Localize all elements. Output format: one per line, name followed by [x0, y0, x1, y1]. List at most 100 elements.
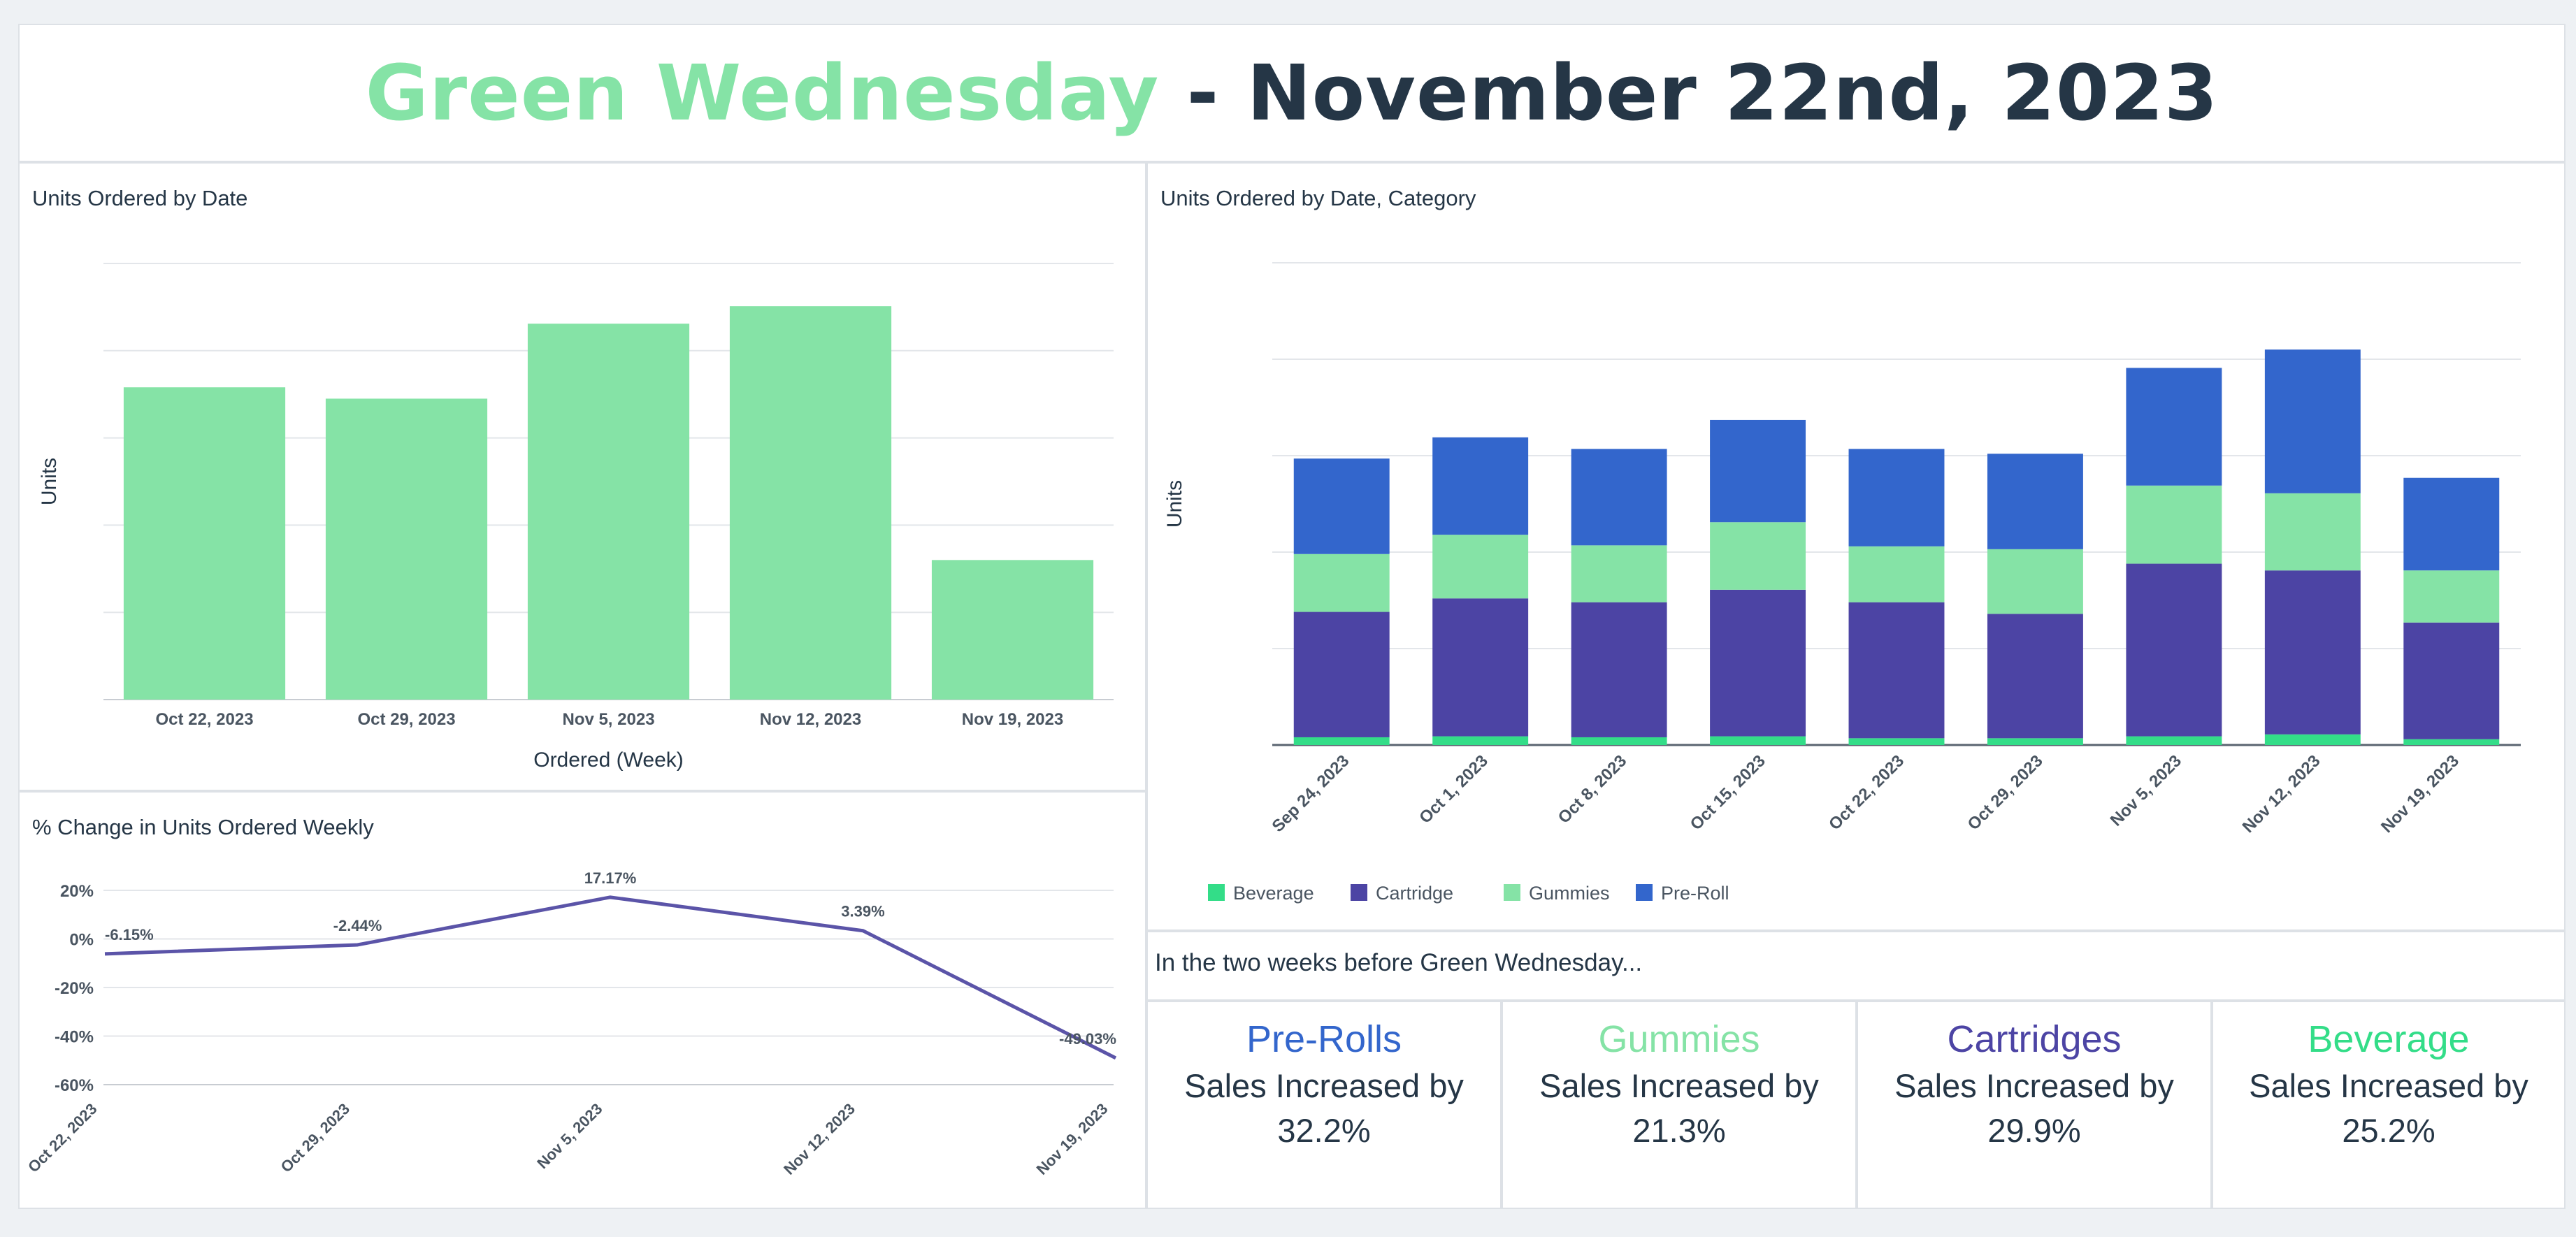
series-line: [104, 895, 1117, 1060]
y-tick-label: 20%: [60, 882, 94, 901]
x-tick-label: Oct 29, 2023: [357, 710, 455, 729]
bar-segment: [1710, 589, 1806, 737]
bar-segment: [2126, 368, 2222, 486]
kpi-card-cartridges: Cartridges Sales Increased by 29.9%: [1857, 1001, 2212, 1209]
x-tick-label: Nov 5, 2023: [562, 710, 654, 729]
x-tick-label: Oct 29, 2023: [278, 1100, 353, 1175]
legend-swatch: [1636, 884, 1653, 901]
bar-segment: [1432, 598, 1529, 737]
bar-segment: [1293, 554, 1390, 612]
data-label: 3.39%: [841, 903, 884, 920]
units-by-category-panel: Units Ordered by Date, Category Sep 24, …: [1146, 162, 2566, 931]
units-by-category-chart: Sep 24, 2023 Oct 1, 2023 Oct 8, 2023 Oct 15…: [1163, 262, 2521, 904]
data-label: -6.15%: [105, 926, 154, 943]
units-by-date-panel: Units Ordered by Date Oct 22, 2023 Oct 29…: [18, 162, 1146, 791]
kpi-category-name: Cartridges: [1947, 1018, 2122, 1060]
bar-segment: [1710, 736, 1806, 745]
bar-segment: [2126, 736, 2222, 745]
bar-segment: [1571, 737, 1667, 745]
bar-segment: [1987, 549, 2083, 614]
x-tick-label: Nov 19, 2023: [962, 710, 1063, 729]
bar-segment: [2403, 739, 2500, 745]
kpi-category-name: Gummies: [1598, 1018, 1760, 1060]
title-highlight: Green Wednesday: [365, 48, 1160, 138]
bar: [325, 398, 488, 700]
x-tick-label: Oct 22, 2023: [24, 1100, 100, 1175]
bar-segment: [2264, 734, 2361, 745]
x-tick-label: Nov 19, 2023: [2377, 751, 2463, 837]
units-by-date-chart: Oct 22, 2023 Oct 29, 2023 Nov 5, 2023 Nov 1…: [38, 263, 1114, 772]
bar-segment: [1848, 546, 1945, 602]
x-tick-label: Nov 12, 2023: [780, 1100, 858, 1178]
kpi-category-name: Beverage: [2308, 1018, 2470, 1060]
bar-segment: [1571, 545, 1667, 602]
bar-segment: [2403, 622, 2500, 739]
x-tick-label: Nov 19, 2023: [1033, 1100, 1111, 1178]
kpi-sales-change: Sales Increased by 21.3%: [1539, 1067, 1819, 1149]
y-tick-label: -40%: [55, 1028, 94, 1047]
data-label: 17.17%: [584, 869, 637, 887]
bar-segment: [1432, 535, 1529, 599]
bar-segment: [1432, 437, 1529, 535]
bar: [123, 387, 286, 700]
y-axis-label: Units: [38, 458, 61, 505]
bar-segment: [1848, 738, 1945, 745]
pct-change-panel: % Change in Units Ordered Weekly 20% 0% -2…: [18, 791, 1146, 1209]
x-tick-label: Sep 24, 2023: [1268, 751, 1353, 836]
data-label: -49.03%: [1059, 1030, 1116, 1048]
x-tick-label: Nov 12, 2023: [760, 710, 861, 729]
kpi-sales-change: Sales Increased by 32.2%: [1184, 1067, 1464, 1149]
x-tick-label: Oct 22, 2023: [155, 710, 253, 729]
bar-segment: [1571, 449, 1667, 546]
y-tick-label: 0%: [69, 931, 94, 950]
bar-segment: [1432, 736, 1529, 745]
panel-title: Units Ordered by Date, Category: [1160, 186, 1476, 210]
bar: [729, 306, 892, 700]
legend-label: Cartridge: [1376, 883, 1453, 904]
legend-label: Beverage: [1233, 883, 1314, 904]
legend-swatch: [1351, 884, 1367, 901]
legend-swatch: [1208, 884, 1225, 901]
x-tick-label: Oct 1, 2023: [1416, 751, 1492, 827]
bar-segment: [2126, 563, 2222, 737]
y-tick-label: -60%: [55, 1076, 94, 1095]
bar-segment: [2264, 349, 2361, 493]
bar-segment: [1293, 737, 1390, 745]
bar-segment: [1848, 449, 1945, 547]
x-tick-label: Oct 22, 2023: [1825, 751, 1908, 834]
legend-label: Gummies: [1529, 883, 1610, 904]
bar-segment: [1571, 602, 1667, 737]
kpi-card-prerolls: Pre-Rolls Sales Increased by 32.2%: [1146, 1001, 1502, 1209]
bar-segment: [1293, 612, 1390, 737]
bar-segment: [2264, 570, 2361, 735]
bar-segment: [1710, 522, 1806, 590]
bar-segment: [1987, 614, 2083, 739]
title-date: - November 22nd, 2023: [1159, 48, 2219, 138]
panel-title: % Change in Units Ordered Weekly: [32, 815, 374, 839]
kpi-intro-text: In the two weeks before Green Wednesday.…: [1155, 949, 1643, 976]
legend-swatch: [1504, 884, 1520, 901]
kpi-card-gummies: Gummies Sales Increased by 21.3%: [1502, 1001, 1857, 1209]
kpi-card-beverage: Beverage Sales Increased by 25.2%: [2212, 1001, 2566, 1209]
dashboard-title: Green Wednesday - November 22nd, 2023: [366, 48, 2219, 138]
panel-title: Units Ordered by Date: [32, 186, 248, 210]
x-tick-label: Nov 12, 2023: [2239, 751, 2324, 837]
bar-segment: [2264, 493, 2361, 571]
y-tick-label: -20%: [55, 979, 94, 998]
kpi-category-name: Pre-Rolls: [1246, 1018, 1402, 1060]
bar-segment: [1848, 602, 1945, 739]
x-tick-label: Oct 15, 2023: [1687, 751, 1769, 834]
bar-segment: [2403, 477, 2500, 571]
bar-segment: [2126, 485, 2222, 564]
kpi-sales-change: Sales Increased by 25.2%: [2249, 1067, 2528, 1149]
bar-segment: [1293, 458, 1390, 554]
bar-segment: [2403, 570, 2500, 623]
bar: [527, 324, 690, 700]
bar: [931, 560, 1094, 700]
pct-change-chart: 20% 0% -20% -40% -60% -6.15% Oct 22, 2023 -2.44…: [24, 869, 1117, 1178]
bar-segment: [1987, 738, 2083, 745]
x-axis-label: Ordered (Week): [533, 748, 684, 772]
x-tick-label: Nov 5, 2023: [2107, 751, 2185, 830]
x-tick-label: Nov 5, 2023: [533, 1100, 605, 1172]
kpi-sales-change: Sales Increased by 29.9%: [1894, 1067, 2174, 1149]
